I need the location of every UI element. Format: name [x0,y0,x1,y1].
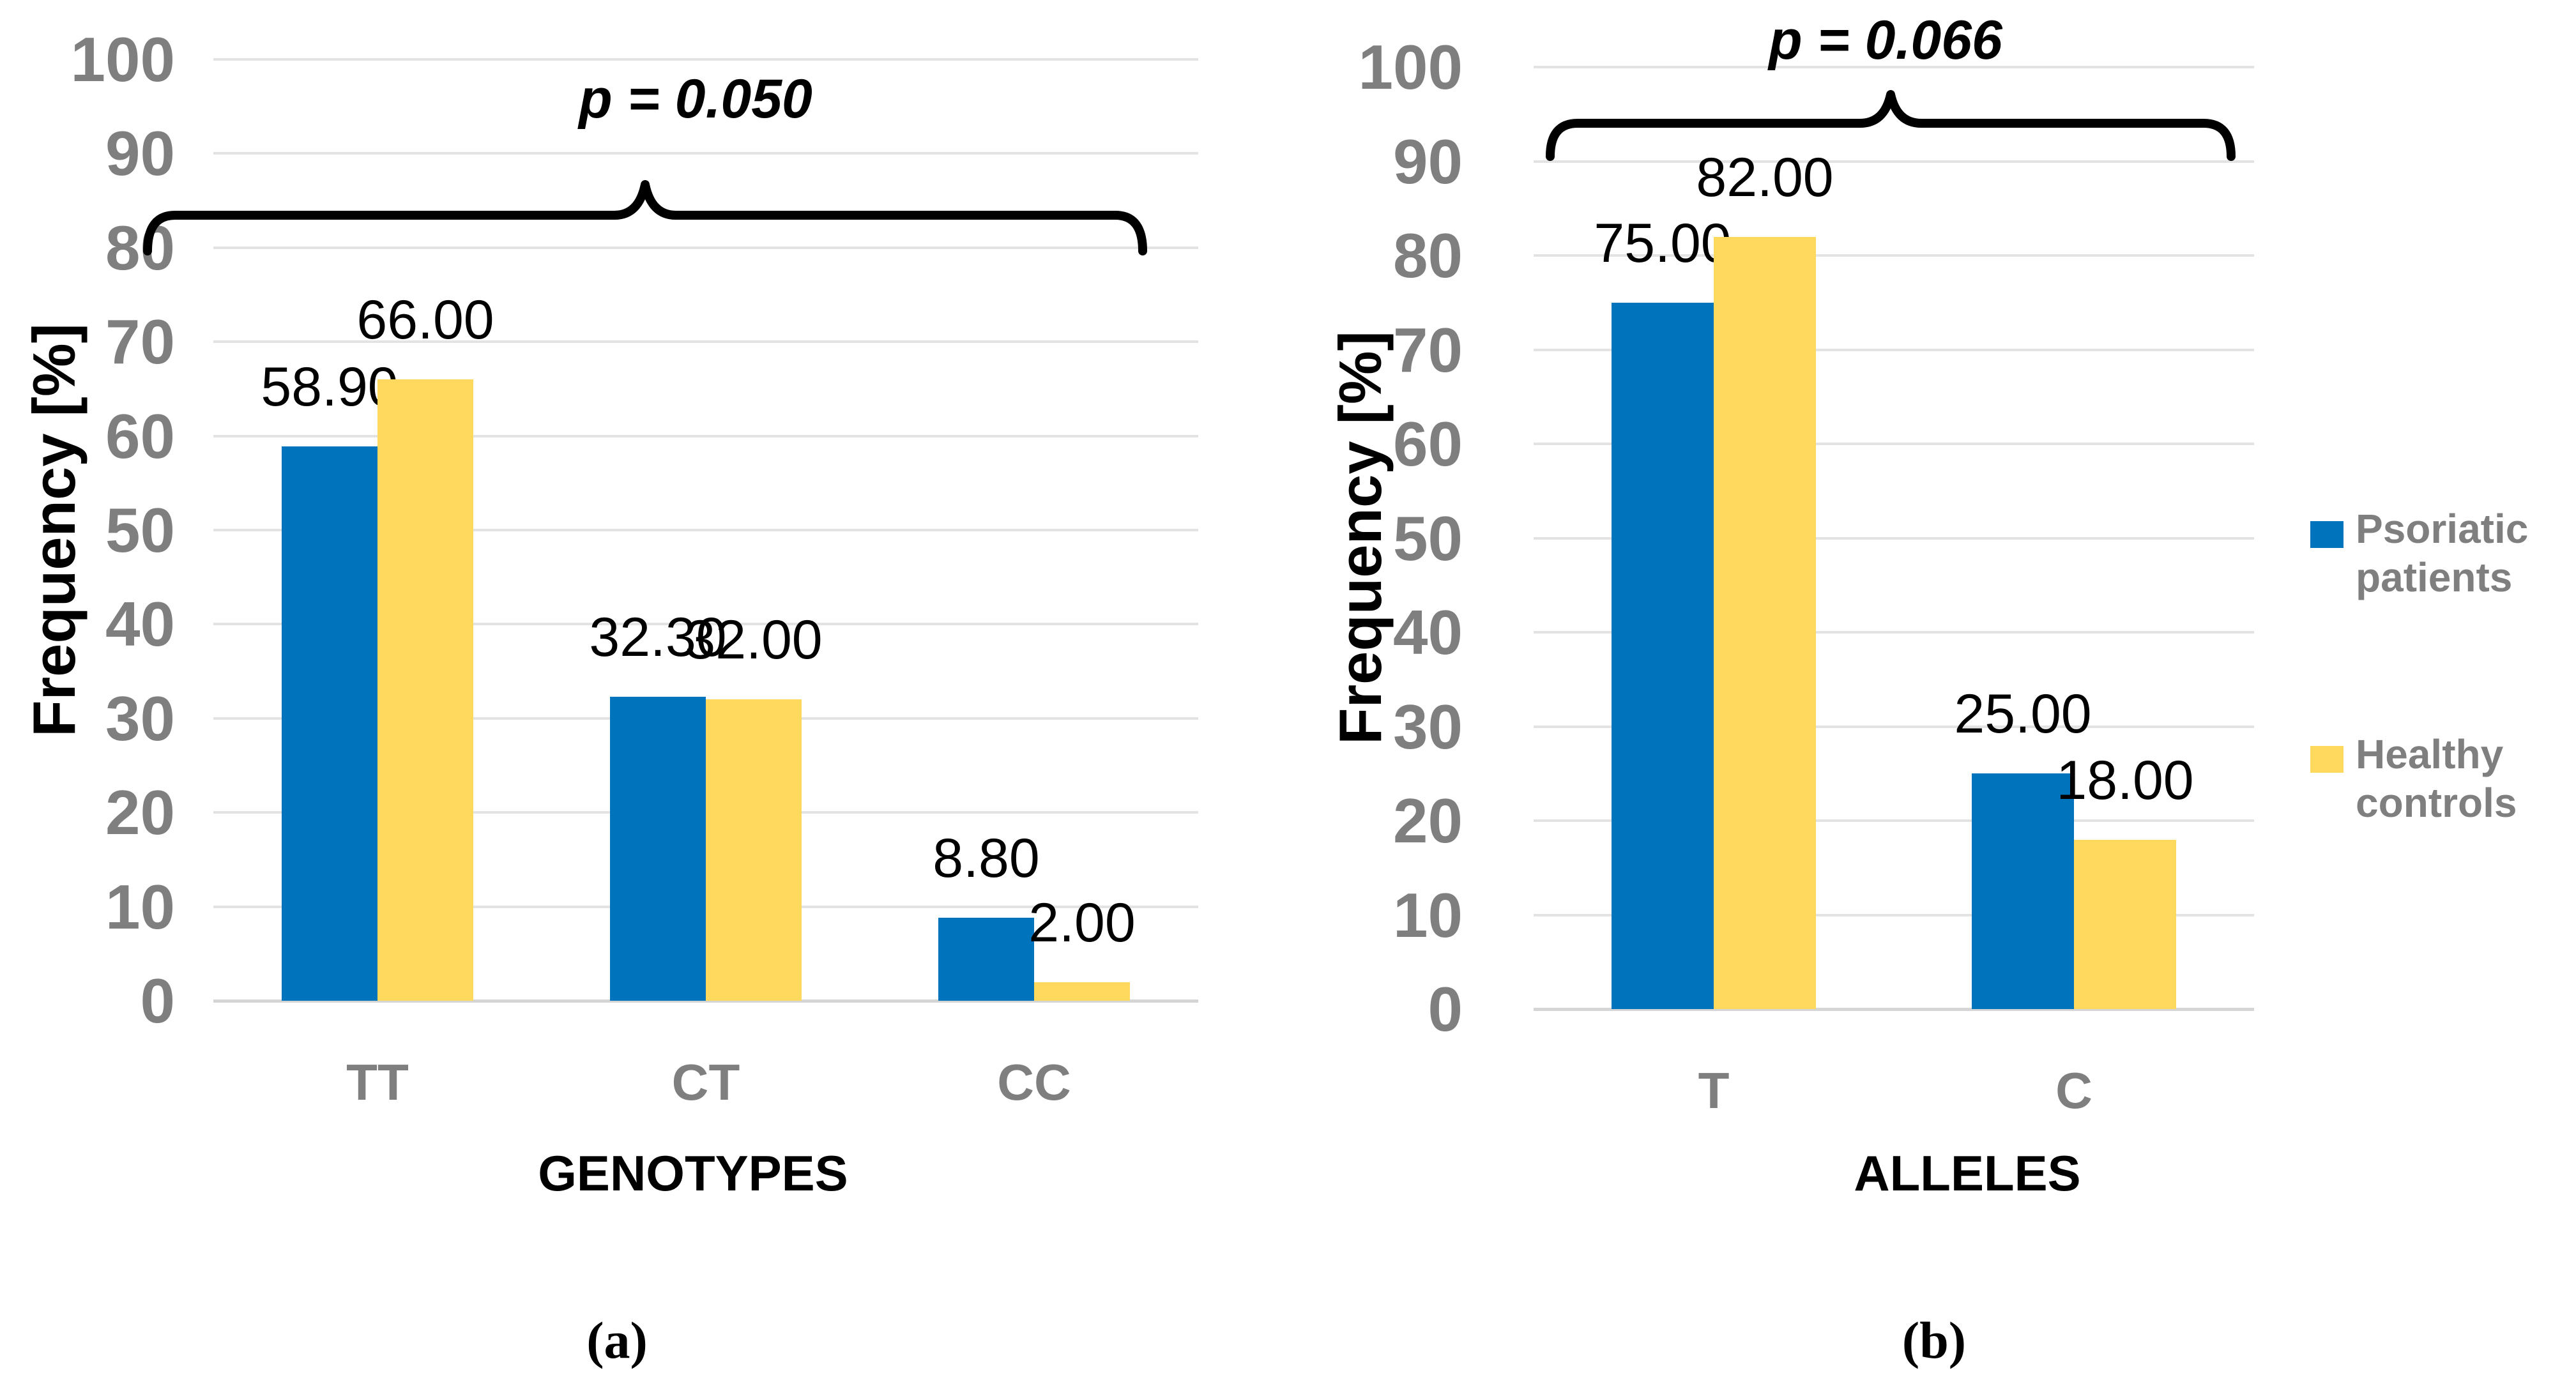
gridline [1534,819,2254,822]
x-axis-line [213,999,1198,1003]
bar-psoriatic-patients [282,446,377,1001]
category-label: C [2055,1062,2092,1119]
y-tick-label: 20 [1392,786,1463,856]
bar-healthy-controls [1714,236,1816,1009]
bar-psoriatic-patients [1972,773,2074,1009]
y-axis-title: Frequency [%] [20,323,88,737]
panel-footer-label: (b) [1902,1311,1967,1369]
panel-footer-label: (a) [586,1311,648,1369]
bar-psoriatic-patients [1612,302,1714,1009]
bar-healthy-controls [1034,982,1130,1001]
legend-swatch-psoriatic [2310,521,2344,548]
gridline [1534,631,2254,634]
y-tick-label: 10 [105,871,175,942]
legend-label: Psoriatic patients [2356,506,2529,600]
legend-swatch-healthy [2310,746,2344,773]
bar-psoriatic-patients [610,696,706,1001]
gridline [213,152,1198,155]
y-tick-label: 80 [1392,220,1463,291]
value-label: 82.00 [1696,146,1834,208]
y-tick-label: 0 [140,966,175,1036]
gridline [1534,725,2254,728]
x-axis-title: ALLELES [1854,1145,2081,1201]
p-value-annotation: p = 0.066 [1769,10,2002,71]
y-tick-label: 30 [1392,691,1463,762]
y-tick-label: 70 [1392,314,1463,385]
y-tick-label: 0 [1428,974,1463,1044]
y-tick-label: 60 [1392,409,1463,479]
x-axis-title: GENOTYPES [538,1145,848,1201]
value-label: 8.80 [933,828,1040,890]
gridline [213,340,1198,344]
bar-healthy-controls [2074,839,2176,1009]
y-tick-label: 90 [105,118,175,189]
y-tick-label: 80 [105,212,175,283]
category-label: T [1698,1062,1730,1119]
gridline [213,434,1198,437]
curly-brace-icon [1546,90,2236,161]
bar-healthy-controls [377,379,473,1001]
value-label: 66.00 [356,289,494,351]
legend-label: Healthy controls [2356,731,2517,826]
y-axis-title: Frequency [%] [1327,331,1394,745]
y-tick-label: 90 [1392,126,1463,197]
gridline [1534,913,2254,916]
y-tick-label: 10 [1392,879,1463,950]
gridline [213,623,1198,626]
category-label: CT [671,1054,740,1111]
value-label: 18.00 [2056,749,2194,811]
gridline [213,529,1198,531]
bar-psoriatic-patients [938,918,1034,1001]
bar-healthy-controls [706,699,802,1001]
gridline [1534,443,2254,445]
y-tick-label: 50 [1392,503,1463,574]
value-label: 32.30 [589,606,727,668]
y-tick-label: 100 [70,24,175,95]
y-tick-label: 50 [105,495,175,565]
value-label: 25.00 [1954,683,2092,745]
gridline [1534,254,2254,257]
value-label: 2.00 [1028,892,1136,953]
gridline [1534,160,2254,163]
gridline [1534,348,2254,351]
y-tick-label: 20 [105,777,175,848]
y-tick-label: 70 [105,307,175,377]
category-label: CC [997,1054,1071,1111]
gridline [213,246,1198,249]
y-tick-label: 60 [105,400,175,471]
y-tick-label: 30 [105,683,175,754]
gridline [213,58,1198,61]
value-label: 75.00 [1594,212,1732,274]
x-axis-line [1534,1008,2254,1011]
gridline [1534,536,2254,540]
value-label: 58.90 [261,356,399,418]
category-label: TT [346,1054,409,1111]
y-tick-label: 40 [105,589,175,660]
p-value-annotation: p = 0.050 [579,68,812,130]
gridline [1534,66,2254,68]
y-tick-label: 100 [1358,32,1463,102]
value-label: 32.00 [685,609,823,671]
y-tick-label: 40 [1392,597,1463,667]
curly-brace-icon [143,180,1147,255]
